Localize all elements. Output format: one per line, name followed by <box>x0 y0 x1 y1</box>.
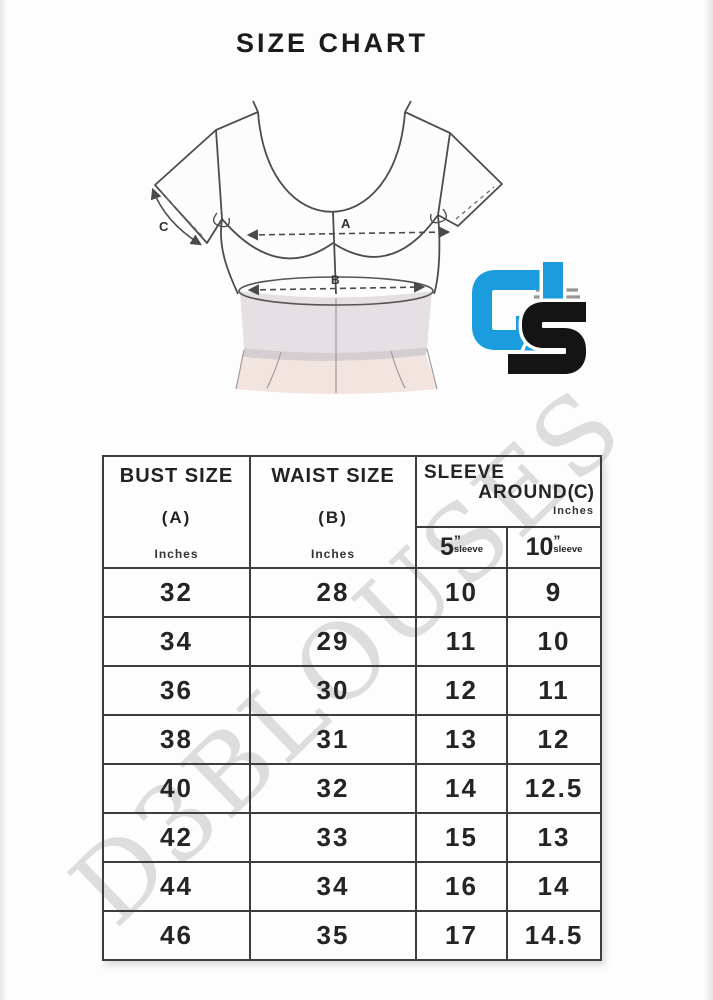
cell-sleeve5: 16 <box>415 861 508 912</box>
cell-bust: 36 <box>102 665 251 716</box>
header-bust-unit: Inches <box>154 547 199 561</box>
table-row: 46 35 17 14.5 <box>102 910 602 961</box>
cell-waist: 31 <box>249 714 417 765</box>
waist-ellipse <box>238 276 434 306</box>
header-bust-code: (A) <box>161 507 192 527</box>
sleeve-5-value: 5 <box>440 533 454 562</box>
cell-sleeve5: 17 <box>415 910 508 961</box>
cell-sleeve5: 15 <box>415 812 508 863</box>
header-bust: BUST SIZE (A) Inches <box>102 455 251 569</box>
header-sleeve: SLEEVE AROUND(C) Inches <box>415 454 602 529</box>
sleeve-10-inch-mark: ” <box>553 532 561 549</box>
cell-bust: 38 <box>102 714 251 765</box>
cell-sleeve10: 12.5 <box>506 763 602 814</box>
cell-sleeve10: 14.5 <box>506 910 602 961</box>
header-bust-title: BUST SIZE <box>119 465 234 487</box>
cell-bust: 46 <box>102 910 251 961</box>
blouse-measurement-diagram: A B C <box>150 100 503 394</box>
table-row: 42 33 15 13 <box>102 812 602 863</box>
header-waist-title: WAIST SIZE <box>271 465 395 487</box>
cell-sleeve5: 14 <box>415 763 508 814</box>
header-waist: WAIST SIZE (B) Inches <box>249 455 417 569</box>
brand-logo <box>472 262 590 378</box>
header-sleeve-code: (C) <box>567 482 594 504</box>
logo-letter-3 <box>508 298 590 378</box>
cell-waist: 29 <box>249 616 417 667</box>
cell-sleeve5: 12 <box>415 665 508 716</box>
sleeve-measure-line <box>150 187 202 246</box>
cell-bust: 44 <box>102 861 251 912</box>
gather-curls <box>212 208 448 228</box>
table-row: 40 32 14 12.5 <box>102 763 602 814</box>
cell-bust: 40 <box>102 763 251 814</box>
table-row: 32 28 10 9 <box>102 567 602 618</box>
sleeve-measure-label: C <box>159 219 169 234</box>
sleeve-10-value: 10 <box>525 533 554 562</box>
cell-waist: 33 <box>249 812 417 863</box>
cell-sleeve5: 11 <box>415 616 508 667</box>
cell-bust: 42 <box>102 812 251 863</box>
bust-measure-line <box>246 226 451 241</box>
header-sleeve-5: 5 ” sleeve <box>415 526 508 569</box>
table-row: 44 34 16 14 <box>102 861 602 912</box>
header-sleeve-title2: AROUND(C) <box>478 482 594 504</box>
cell-sleeve10: 13 <box>506 812 602 863</box>
header-sleeve-unit: Inches <box>553 505 594 518</box>
table-row: 36 30 12 11 <box>102 665 602 716</box>
size-table: BUST SIZE (A) Inches WAIST SIZE (B) Inch… <box>102 454 602 961</box>
cell-sleeve5: 10 <box>415 567 508 618</box>
cell-bust: 34 <box>102 616 251 667</box>
table-row: 38 31 13 12 <box>102 714 602 765</box>
skirt-waistband <box>243 347 427 362</box>
sleeve-10-label: sleeve <box>553 544 583 556</box>
skirt-seams <box>235 298 438 393</box>
cell-waist: 30 <box>249 665 417 716</box>
cell-waist: 34 <box>249 861 417 912</box>
header-sleeve-10: 10 ” sleeve <box>506 526 602 569</box>
cell-waist: 28 <box>249 567 417 618</box>
cell-sleeve10: 9 <box>506 567 602 618</box>
header-waist-code: (B) <box>318 507 348 527</box>
sleeve-5-label: sleeve <box>453 544 483 556</box>
cell-sleeve10: 10 <box>506 616 602 667</box>
blouse-body-fill <box>155 112 502 301</box>
cell-waist: 35 <box>249 910 417 961</box>
header-waist-unit: Inches <box>310 547 355 561</box>
cell-sleeve5: 13 <box>415 714 508 765</box>
table-row: 34 29 11 10 <box>102 616 602 667</box>
cell-sleeve10: 12 <box>506 714 602 765</box>
sleeve-5-inch-mark: ” <box>453 532 461 549</box>
cell-sleeve10: 14 <box>506 861 602 912</box>
waist-measure-line <box>247 281 426 296</box>
cell-sleeve10: 11 <box>506 665 602 716</box>
waist-measure-label: B <box>331 273 340 287</box>
cell-waist: 32 <box>249 763 417 814</box>
bust-measure-label: A <box>341 216 351 231</box>
cell-bust: 32 <box>102 567 251 618</box>
header-sleeve-title: SLEEVE <box>424 461 505 483</box>
page-title: SIZE CHART <box>236 28 428 58</box>
